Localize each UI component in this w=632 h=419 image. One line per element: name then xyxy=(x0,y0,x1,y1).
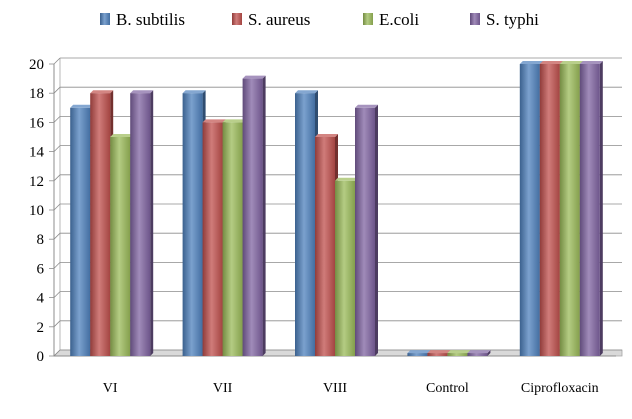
x-tick-label: VIII xyxy=(323,381,347,396)
legend-label: E.coli xyxy=(379,10,419,29)
y-tick-label: 10 xyxy=(29,203,44,219)
legend-swatch xyxy=(470,13,480,25)
legend-swatch xyxy=(232,13,242,25)
bar xyxy=(90,90,114,356)
gridline-diag xyxy=(53,116,61,123)
bar xyxy=(182,90,206,356)
gridline-diag xyxy=(53,262,61,269)
x-tick-label: Ciprofloxacin xyxy=(521,381,599,396)
bar xyxy=(70,104,94,356)
y-tick-label: 14 xyxy=(29,145,45,161)
gridline-diag xyxy=(53,349,61,357)
y-tick-label: 8 xyxy=(37,232,45,248)
legend-label: S. typhi xyxy=(486,10,539,29)
y-tick-label: 2 xyxy=(37,320,45,336)
gridline-diag xyxy=(53,291,61,298)
legend-label: S. aureus xyxy=(248,10,310,29)
legend-item: S. typhi xyxy=(470,10,539,29)
bar xyxy=(110,134,134,356)
legend-label: B. subtilis xyxy=(116,10,185,29)
legend: B. subtilis S. aureus E.coli S. typhi xyxy=(100,10,539,29)
legend-swatch xyxy=(100,13,110,25)
bar xyxy=(202,119,226,357)
legend-item: E.coli xyxy=(363,10,419,29)
bar xyxy=(467,350,491,356)
y-tick-label: 6 xyxy=(37,261,45,277)
gridline-diag xyxy=(53,320,61,328)
y-tick-label: 4 xyxy=(37,291,45,307)
gridline-diag xyxy=(53,203,61,211)
bar xyxy=(407,350,431,356)
bar xyxy=(242,75,266,356)
y-tick-label: 12 xyxy=(29,174,44,190)
y-tick-label: 16 xyxy=(29,115,45,131)
y-tick-label: 20 xyxy=(29,57,44,73)
y-tick-label: 18 xyxy=(29,86,44,102)
x-tick-label: VI xyxy=(103,381,118,396)
bar xyxy=(427,350,451,356)
bar xyxy=(315,134,338,356)
bar xyxy=(447,350,471,356)
y-tick-label: 0 xyxy=(37,349,45,365)
bar xyxy=(295,90,318,356)
legend-item: B. subtilis xyxy=(100,10,185,29)
bar xyxy=(559,61,583,356)
gridline-diag xyxy=(53,57,61,65)
gridline-diag xyxy=(53,232,61,240)
bar xyxy=(355,104,378,356)
x-tick-label: Control xyxy=(426,381,469,396)
x-tick-label: VII xyxy=(213,381,233,396)
legend-item: S. aureus xyxy=(232,10,310,29)
bar xyxy=(130,90,154,356)
label-layer: 0 2 4 6 8 10 12 14 16 18 20 VI VII VIII Control Ciprofl… xyxy=(29,57,599,396)
gridline-diag xyxy=(53,174,61,182)
bar-layer xyxy=(70,61,603,357)
bar xyxy=(539,61,563,356)
bar xyxy=(519,61,543,356)
gridline-diag xyxy=(53,86,61,94)
bar xyxy=(335,177,358,356)
legend-swatch xyxy=(363,13,373,25)
bar xyxy=(579,61,603,356)
gridline-diag xyxy=(53,145,61,152)
bar xyxy=(222,119,246,357)
